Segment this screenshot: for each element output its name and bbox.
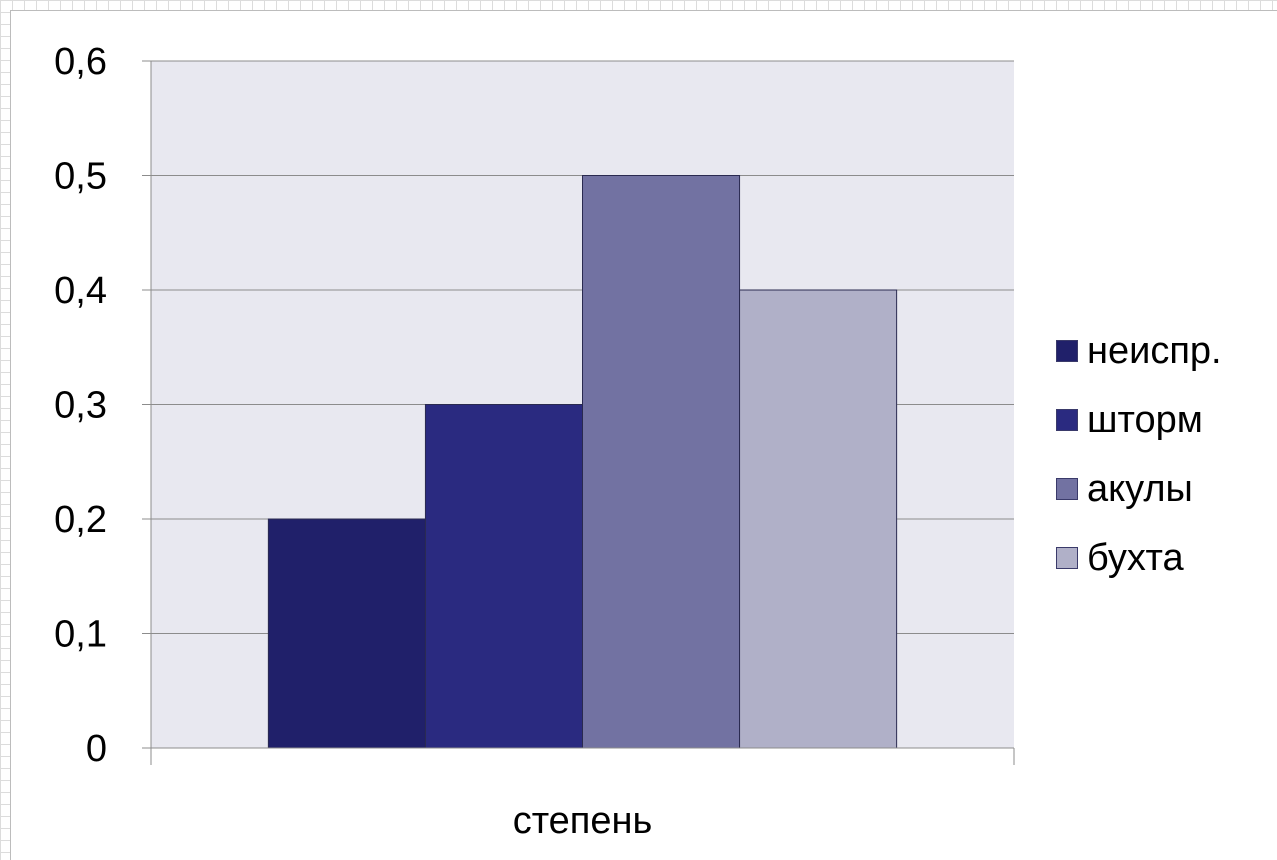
- y-tick-label: 0,4: [54, 270, 107, 312]
- legend-label: бухта: [1087, 536, 1184, 579]
- bar-шторм: [424, 404, 583, 749]
- legend-swatch: [1056, 546, 1078, 569]
- y-tick-label: 0,5: [54, 156, 107, 198]
- x-category-label: степень: [513, 800, 653, 842]
- legend-label: акулы: [1087, 467, 1193, 510]
- legend-label: неиспр.: [1087, 329, 1222, 372]
- y-tick-label: 0,3: [54, 385, 107, 427]
- legend-label: шторм: [1087, 398, 1203, 441]
- legend-swatch: [1056, 408, 1078, 431]
- legend-item: неиспр.: [1056, 316, 1222, 385]
- bar-chart: 0 0,1 0,2 0,3 0,4 0,5 0,6 степень: [54, 41, 1015, 842]
- bar-бухта: [739, 289, 898, 749]
- y-tick-label: 0,1: [54, 614, 107, 656]
- legend: неиспр. шторм акулы бухта: [1056, 316, 1222, 592]
- legend-item: акулы: [1056, 454, 1222, 523]
- y-tick-label: 0: [86, 728, 107, 770]
- chart-area: 0 0,1 0,2 0,3 0,4 0,5 0,6 степень неиспр. шторм…: [10, 10, 1277, 860]
- y-tick-label: 0,6: [54, 41, 107, 83]
- y-tick-label: 0,2: [54, 499, 107, 541]
- legend-swatch: [1056, 339, 1078, 362]
- bar-неиспр.: [267, 518, 426, 749]
- legend-item: шторм: [1056, 385, 1222, 454]
- legend-swatch: [1056, 477, 1078, 500]
- legend-item: бухта: [1056, 523, 1222, 592]
- bar-акулы: [582, 175, 741, 749]
